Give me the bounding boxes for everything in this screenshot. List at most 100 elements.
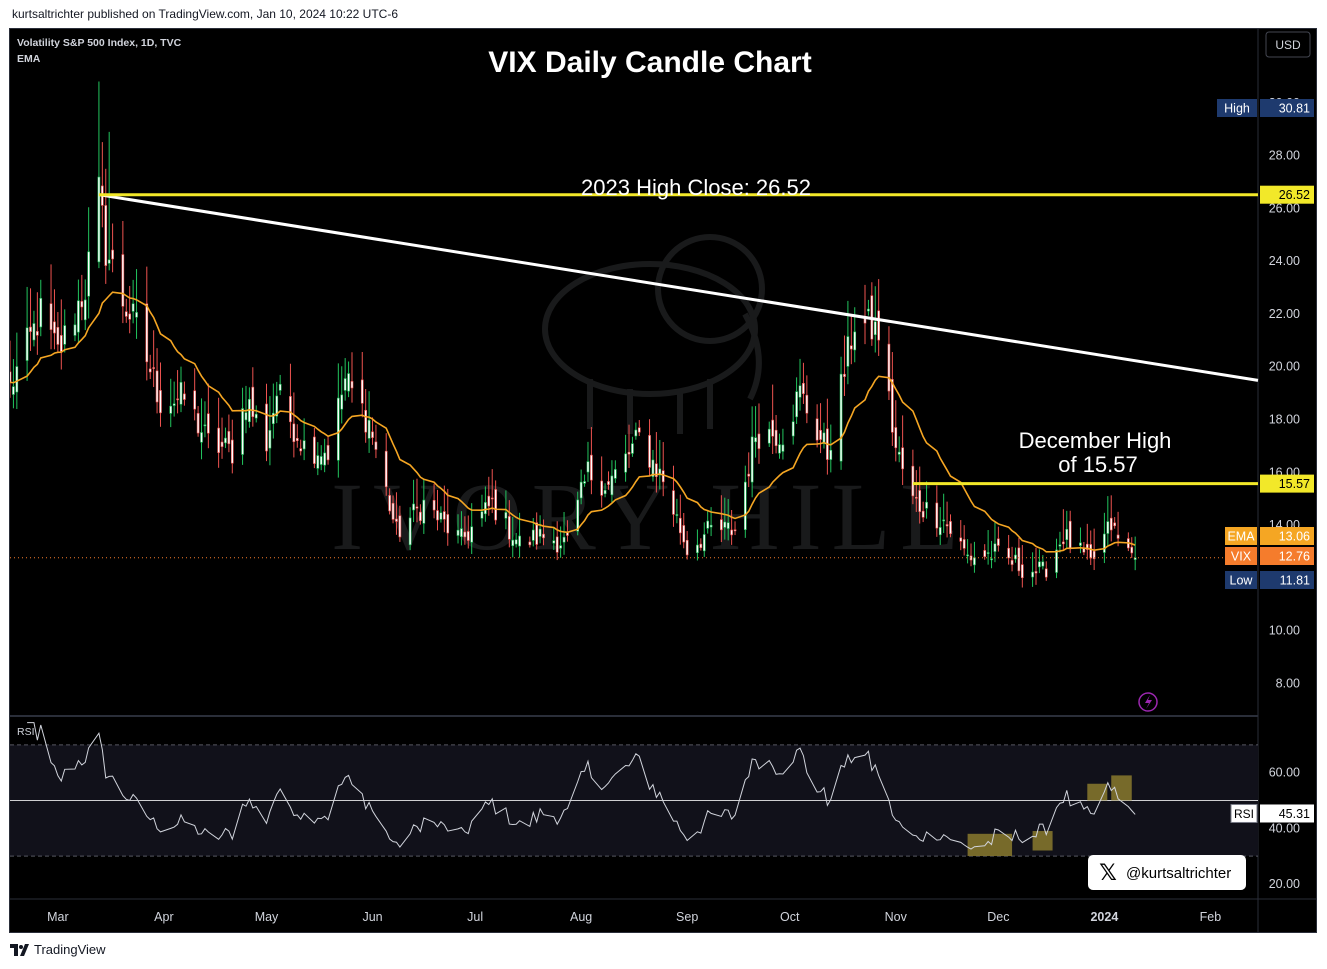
candle-body — [340, 394, 344, 410]
y-tick-label-5: 22.00 — [1269, 307, 1300, 321]
candle-body — [679, 517, 682, 534]
candle-body — [829, 449, 833, 460]
price-label-value-4: 12.76 — [1279, 550, 1310, 564]
candle-body — [1113, 522, 1116, 527]
candle-body — [949, 521, 952, 535]
rsi-highlight-0 — [967, 833, 1013, 857]
candle-body — [839, 373, 843, 462]
candle-body — [152, 367, 155, 369]
candle-body — [1062, 541, 1065, 545]
candle-body — [935, 502, 939, 529]
candle-body — [176, 398, 179, 401]
candle-body — [853, 331, 857, 351]
candle-body — [962, 539, 966, 549]
candle-body — [432, 500, 436, 511]
price-label-value-3: 13.06 — [1279, 530, 1310, 544]
candle-body — [805, 394, 809, 414]
candle-body — [460, 528, 463, 537]
candle-body — [894, 427, 898, 449]
candle-body — [614, 469, 617, 479]
y-tick-label-4: 24.00 — [1269, 254, 1300, 268]
candle-body — [299, 448, 303, 452]
currency-button[interactable]: USD — [1265, 31, 1311, 58]
candle-body — [552, 540, 556, 544]
candle-body — [408, 517, 412, 546]
candle-body — [490, 497, 494, 500]
x-tick-label-3: Jun — [362, 910, 382, 924]
candle-body — [343, 378, 347, 391]
candle-body — [897, 451, 901, 455]
price-label-name-box-5 — [1225, 571, 1257, 589]
candle-body — [39, 298, 43, 328]
elephant-logo — [542, 234, 765, 434]
candle-body — [128, 313, 131, 320]
candle-body — [207, 413, 210, 434]
price-label-value-0: 30.81 — [1279, 102, 1310, 116]
rsi-value-box — [1260, 804, 1314, 823]
candle-body — [795, 391, 798, 418]
candle-body — [914, 497, 918, 499]
candle-body — [350, 381, 354, 389]
candle-body — [480, 511, 484, 519]
candle-body — [706, 520, 709, 529]
candle-body — [901, 447, 904, 470]
candle-body — [767, 428, 771, 444]
rsi-value-label: 45.31 — [1279, 807, 1310, 821]
candle-body — [32, 323, 36, 341]
candle-body — [200, 432, 203, 443]
tradingview-footer: TradingView — [10, 942, 106, 957]
candle-body — [1086, 543, 1089, 550]
candle-body — [750, 436, 754, 483]
candle-body — [555, 536, 559, 553]
candle-body — [470, 526, 474, 543]
candle-body — [702, 534, 706, 552]
x-tick-label-1: Apr — [154, 910, 173, 924]
candle-body — [877, 310, 880, 341]
candle-body — [743, 481, 747, 530]
candle-body — [627, 451, 631, 455]
candle-body — [494, 489, 497, 521]
tradingview-brand: TradingView — [34, 942, 106, 957]
candle-body — [25, 327, 29, 361]
candle-body — [316, 455, 320, 469]
candle-body — [63, 325, 67, 345]
price-label-name-box-4 — [1225, 547, 1257, 565]
candle-body — [121, 254, 125, 307]
candle-body — [1103, 533, 1106, 553]
candle-body — [887, 343, 891, 392]
candle-body — [918, 490, 922, 512]
candle-body — [124, 311, 128, 317]
chart-canvas[interactable]: IVORY HILL 32.0030.0028.0026.0024.0022.0… — [10, 29, 1316, 932]
x-tick-label-5: Aug — [570, 910, 592, 924]
candle-body — [422, 499, 426, 524]
candle-body — [398, 515, 402, 538]
candle-body — [193, 390, 196, 410]
candle-body — [49, 303, 53, 330]
candle-body — [1044, 568, 1048, 578]
candle-body — [699, 543, 703, 549]
candle-body — [456, 529, 460, 536]
candle-body — [412, 503, 415, 511]
candle-body — [337, 397, 340, 461]
candle-body — [997, 538, 1000, 546]
lightning-icon[interactable] — [1138, 692, 1158, 712]
candle-body — [388, 495, 391, 512]
rsi-pane-label: RSI — [17, 726, 35, 738]
candle-body — [59, 335, 63, 352]
candle-body — [111, 249, 114, 260]
candle-body — [562, 536, 566, 543]
candle-body — [675, 514, 679, 516]
candle-body — [579, 481, 583, 499]
candle-body — [637, 427, 641, 433]
currency-button-label: USD — [1275, 38, 1301, 52]
candle-body — [463, 531, 467, 538]
rsi-pane — [10, 722, 1258, 857]
candle-body — [135, 312, 138, 318]
candle-body — [231, 439, 234, 464]
candle-body — [600, 480, 603, 496]
candle-body — [911, 465, 915, 497]
candle-body — [179, 382, 183, 405]
candle-body — [661, 470, 665, 483]
candle-body — [446, 514, 450, 534]
candle-body — [983, 550, 987, 557]
